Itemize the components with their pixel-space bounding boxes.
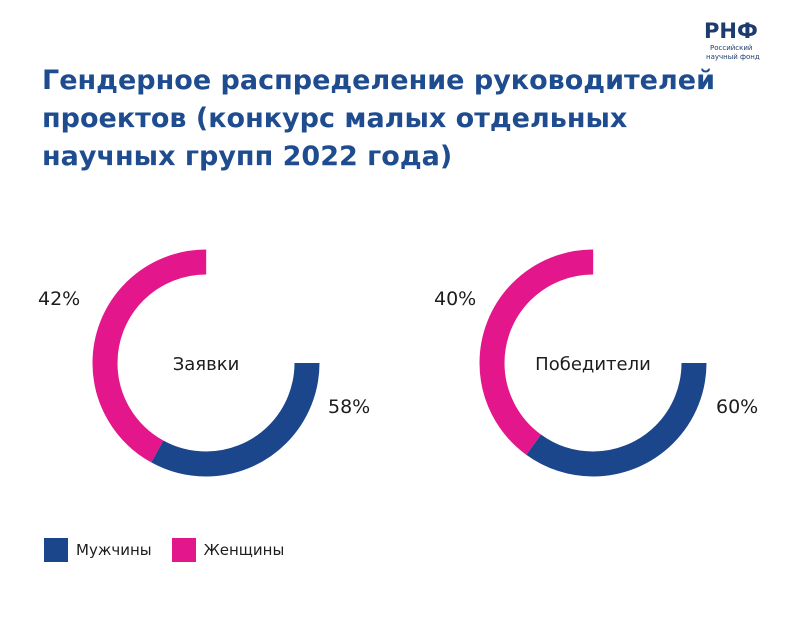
slice-men-winners xyxy=(479,249,707,477)
legend-label-women: Женщины xyxy=(203,541,285,559)
donut-chart-applications: Заявки xyxy=(76,233,336,493)
legend: Мужчины Женщины xyxy=(44,538,304,562)
slice-men-applications xyxy=(92,249,320,477)
center-label-winners: Победители xyxy=(535,354,651,375)
page-title: Гендерное распределение руководителей пр… xyxy=(42,65,715,172)
legend-swatch-men xyxy=(44,538,68,562)
center-label-applications: Заявки xyxy=(173,354,240,375)
pct-men-winners: 60% xyxy=(716,396,759,418)
slice-women-winners xyxy=(479,249,707,477)
legend-item-women: Женщины xyxy=(171,538,285,562)
pct-men-applications: 58% xyxy=(328,396,371,418)
legend-label-men: Мужчины xyxy=(76,541,152,559)
legend-swatch-women xyxy=(171,538,196,562)
donut-chart-winners: Победители xyxy=(463,233,723,493)
logo-subtitle-2: научный фонд xyxy=(706,53,760,61)
logo-text: РНФ xyxy=(704,19,758,43)
logo-subtitle-1: Российский xyxy=(710,44,752,52)
rnf-logo: РНФ Российский научный фонд xyxy=(700,16,770,64)
pct-women-applications: 42% xyxy=(38,288,81,310)
legend-item-men: Мужчины xyxy=(44,538,152,562)
slice-women-applications xyxy=(92,249,320,477)
pct-women-winners: 40% xyxy=(434,288,477,310)
